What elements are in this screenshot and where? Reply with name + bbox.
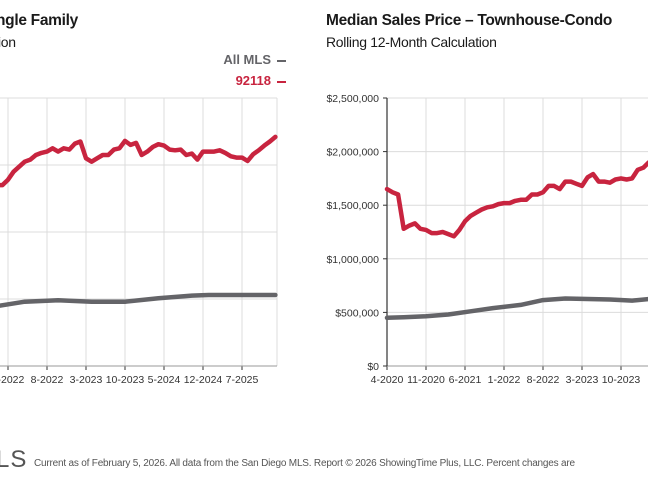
legend-swatch-92118: [277, 80, 286, 83]
x-tick-label: 8-2022: [527, 374, 560, 386]
chart-subtitle-single-family: ion: [0, 34, 16, 50]
chart-title-townhouse-condo: Median Sales Price – Townhouse-Condo: [326, 12, 613, 29]
x-tick-label: 11-2020: [407, 374, 445, 386]
chart-subtitle-townhouse-condo: Rolling 12-Month Calculation: [326, 34, 497, 50]
series-line-92118: [0, 134, 278, 188]
series-line-all-mls: [384, 296, 648, 321]
y-tick-label: $500,000: [335, 307, 379, 319]
series-line-all-mls: [0, 292, 278, 308]
footer-logo: LS: [0, 446, 28, 473]
x-tick-label: 1-2022: [488, 374, 521, 386]
series-line-92118: [384, 160, 648, 239]
legend-item-92118: 92118: [236, 73, 286, 88]
x-tick-label: 3-2023: [566, 374, 599, 386]
y-tick-label: $2,500,000: [326, 93, 379, 105]
chart-title-single-family: ngle Family: [0, 12, 78, 29]
x-tick-label: 1-2022: [0, 374, 25, 386]
x-tick-label: 8-2022: [31, 374, 64, 386]
x-tick-label: 12-2024: [184, 374, 223, 386]
legend-label-92118: 92118: [235, 73, 271, 88]
x-tick-label: 5-2024: [148, 374, 181, 386]
x-tick-label: 10-2023: [602, 374, 641, 386]
x-tick-label: 6-2021: [449, 374, 482, 386]
y-tick-label: $1,500,000: [326, 200, 379, 212]
legend-item-all-mls: All MLS: [223, 52, 286, 67]
x-tick-label: 7-2025: [226, 374, 259, 386]
x-tick-label: 10-2023: [106, 374, 145, 386]
legend-swatch-all-mls: [277, 59, 286, 62]
x-tick-label: 4-2020: [371, 374, 404, 386]
y-tick-label: $2,000,000: [326, 147, 379, 159]
y-tick-label: $0: [367, 361, 379, 373]
x-tick-label: 3-2023: [70, 374, 103, 386]
y-tick-label: $1,000,000: [326, 254, 379, 266]
footer-note: Current as of February 5, 2026. All data…: [34, 458, 575, 469]
legend-label-all-mls: All MLS: [223, 52, 271, 67]
